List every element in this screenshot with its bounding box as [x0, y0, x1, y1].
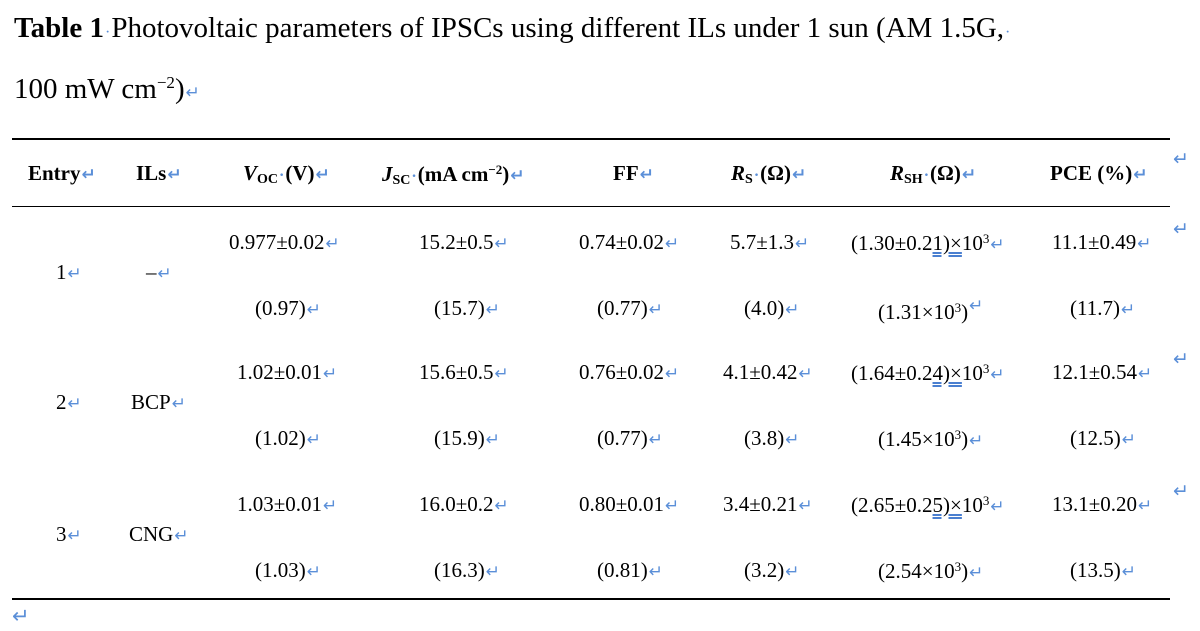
- header-entry: Entry↵: [28, 161, 96, 185]
- caption-line2-sup: −2: [156, 73, 175, 92]
- row1-entry: 1↵: [56, 260, 82, 284]
- row3-rs: 3.4±0.21↵: [723, 492, 813, 516]
- paragraph-mark-icon: ↵: [185, 83, 200, 103]
- row2-pce: 12.1±0.54↵: [1052, 360, 1153, 384]
- row1-voc-best: (0.97)↵: [255, 296, 321, 320]
- row3-pce-best: (13.5)↵: [1070, 558, 1136, 582]
- row1-pce: 11.1±0.49↵: [1052, 230, 1152, 254]
- row-end-mark-icon: ↵: [1173, 480, 1189, 502]
- row1-rs: 5.7±1.3↵: [730, 230, 810, 254]
- row3-voc: 1.03±0.01↵: [237, 492, 338, 516]
- row3-jsc: 16.0±0.2↵: [419, 492, 509, 516]
- row1-ils: –↵: [146, 260, 172, 284]
- row3-rsh: (2.65±0.25)×103↵: [851, 493, 1005, 517]
- row1-pce-best: (11.7)↵: [1070, 296, 1136, 320]
- row1-jsc: 15.2±0.5↵: [419, 230, 509, 254]
- table-top-rule: [12, 138, 1170, 140]
- table-bottom-rule: [12, 598, 1170, 600]
- row3-pce: 13.1±0.20↵: [1052, 492, 1153, 516]
- row1-rsh-best: (1.31×103)↵: [878, 296, 984, 324]
- row1-ff-best: (0.77)↵: [597, 296, 663, 320]
- row3-rsh-best: (2.54×103)↵: [878, 559, 984, 583]
- table-label: Table 1: [14, 12, 104, 44]
- row-end-mark-icon: ↵: [1173, 218, 1189, 240]
- row3-rs-best: (3.2)↵: [744, 558, 800, 582]
- row2-jsc: 15.6±0.5↵: [419, 360, 509, 384]
- row2-ils: BCP↵: [131, 390, 186, 414]
- paragraph-mark-icon: ↵: [12, 604, 30, 628]
- header-jsc: JSC·(mA cm−2)↵: [382, 162, 525, 188]
- caption-line2-text: 100 mW cm: [14, 73, 157, 105]
- row3-jsc-best: (16.3)↵: [434, 558, 500, 582]
- row2-rsh-best: (1.45×103)↵: [878, 427, 984, 451]
- row-end-mark-icon: ↵: [1173, 148, 1189, 170]
- table-caption-line-1: Table 1·Photovoltaic parameters of IPSCs…: [14, 12, 1011, 44]
- row1-rs-best: (4.0)↵: [744, 296, 800, 320]
- table-header-rule: [12, 206, 1170, 207]
- row2-voc-best: (1.02)↵: [255, 426, 321, 450]
- row2-rsh: (1.64±0.24)×103↵: [851, 361, 1005, 385]
- row3-ff-best: (0.81)↵: [597, 558, 663, 582]
- header-pce: PCE (%)↵: [1050, 161, 1148, 185]
- row2-voc: 1.02±0.01↵: [237, 360, 338, 384]
- table-caption-text: Photovoltaic parameters of IPSCs using d…: [111, 12, 1005, 44]
- row2-rs-best: (3.8)↵: [744, 426, 800, 450]
- row2-rs: 4.1±0.42↵: [723, 360, 813, 384]
- row1-voc: 0.977±0.02↵: [229, 230, 340, 254]
- row3-voc-best: (1.03)↵: [255, 558, 321, 582]
- row2-pce-best: (12.5)↵: [1070, 426, 1136, 450]
- row2-ff-best: (0.77)↵: [597, 426, 663, 450]
- header-voc: VOC·(V)↵: [243, 161, 330, 187]
- table-caption-line-2: 100 mW cm−2)↵: [14, 74, 200, 104]
- header-rs: RS·(Ω)↵: [731, 161, 807, 187]
- caption-line2-end: ): [174, 73, 185, 105]
- row2-entry: 2↵: [56, 390, 82, 414]
- row-end-mark-icon: ↵: [1173, 348, 1189, 370]
- row3-ff: 0.80±0.01↵: [579, 492, 680, 516]
- header-rsh: RSH·(Ω)↵: [890, 161, 977, 187]
- row1-jsc-best: (15.7)↵: [434, 296, 500, 320]
- row3-entry: 3↵: [56, 522, 82, 546]
- row2-ff: 0.76±0.02↵: [579, 360, 680, 384]
- row1-rsh: (1.30±0.21)×103↵: [851, 231, 1005, 255]
- row2-jsc-best: (15.9)↵: [434, 426, 500, 450]
- row3-ils: CNG↵: [129, 522, 189, 546]
- header-ils: ILs↵: [136, 161, 182, 185]
- header-ff: FF↵: [613, 161, 654, 185]
- row1-ff: 0.74±0.02↵: [579, 230, 680, 254]
